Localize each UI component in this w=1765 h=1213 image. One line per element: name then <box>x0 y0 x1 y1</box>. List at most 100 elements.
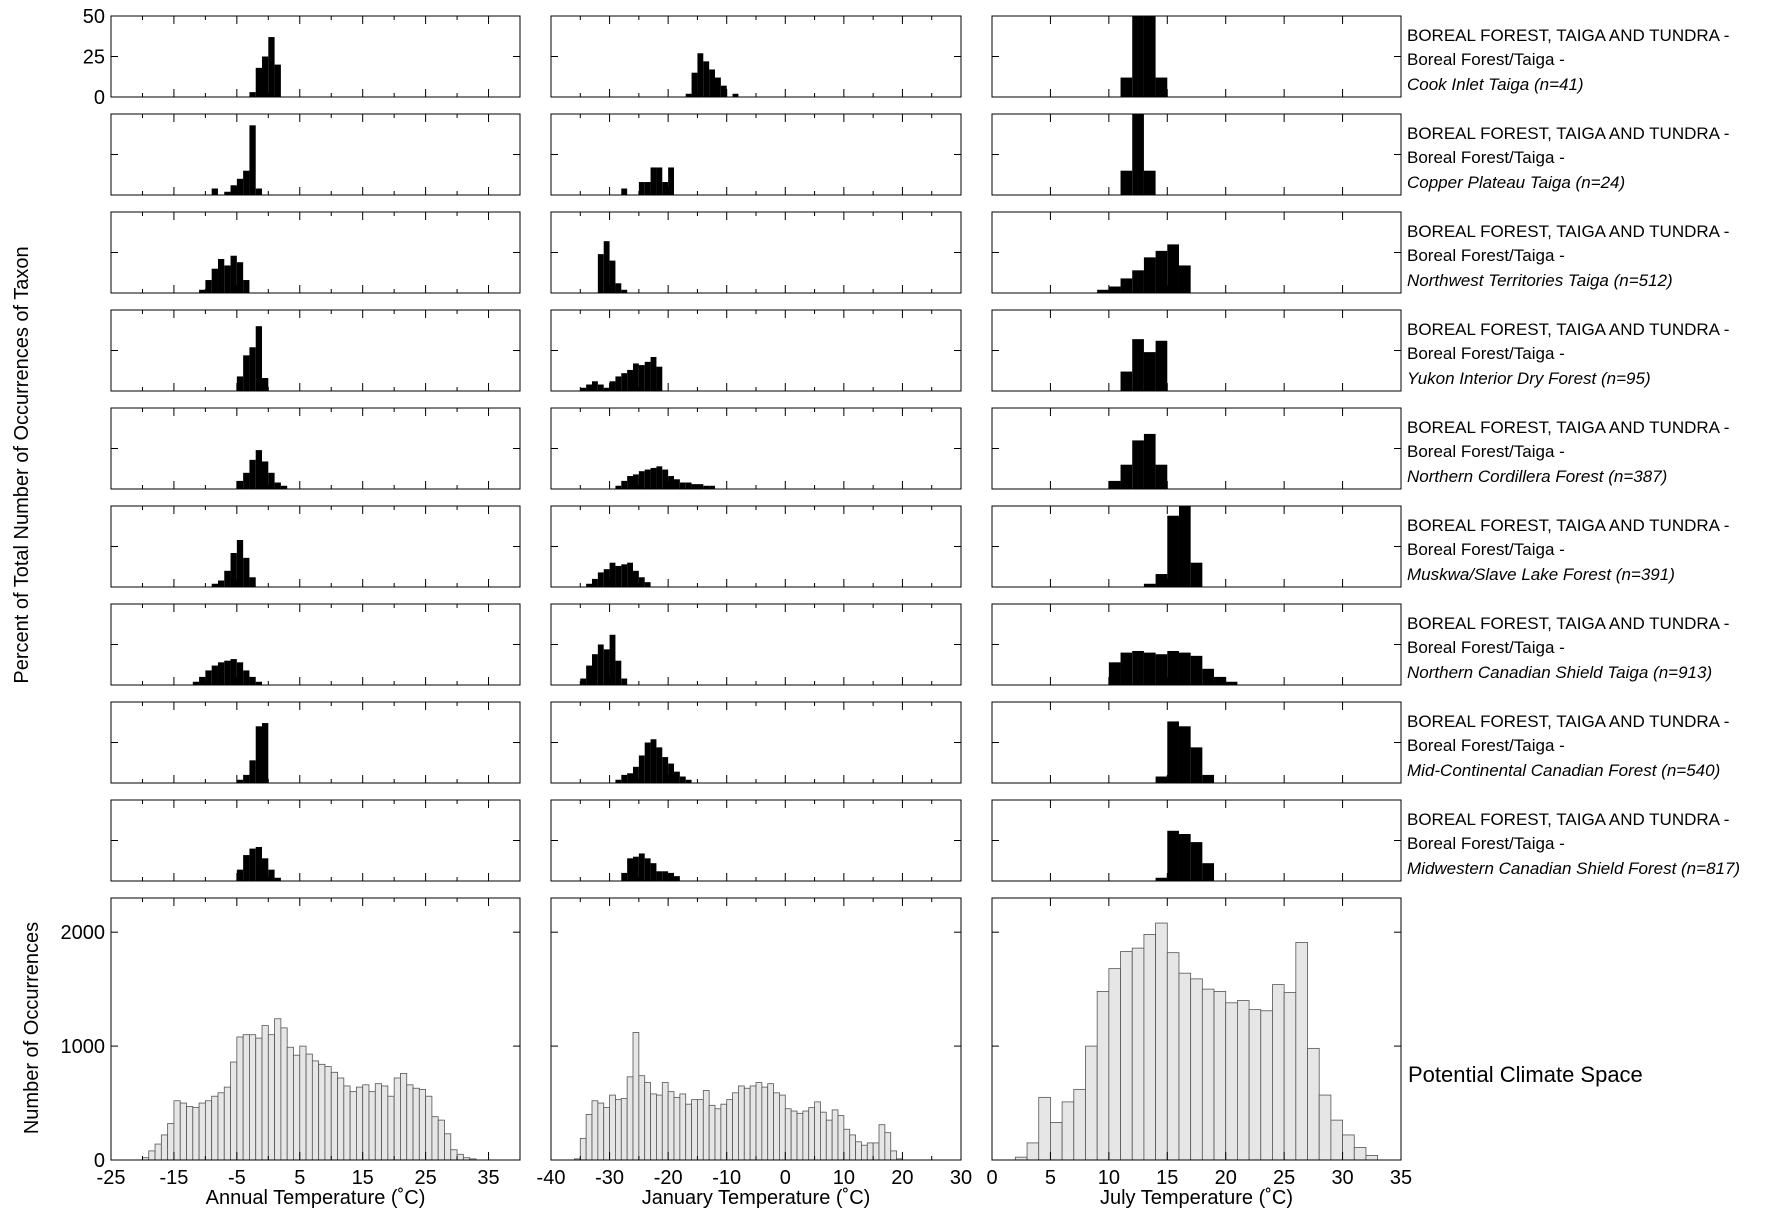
taxon-july-bar <box>1167 650 1179 685</box>
taxon-annual-bar <box>255 846 263 881</box>
climate-annual-ytick-label: 2000 <box>61 922 106 944</box>
taxon-july-frame <box>991 407 1402 490</box>
taxon-annual-bar <box>199 289 206 293</box>
climate-january-bar <box>673 1096 681 1161</box>
climate-july-bar <box>1365 1155 1379 1161</box>
climate-january-xtick-label: 30 <box>950 1167 972 1189</box>
panel-row-4: BOREAL FOREST, TAIGA AND TUNDRA - Boreal … <box>110 309 1729 392</box>
taxon-january-bar <box>615 565 622 587</box>
climate-january-bar <box>726 1099 733 1161</box>
taxon-annual-frame <box>110 701 521 784</box>
taxon-january-bar <box>633 474 639 489</box>
climate-july-xtick-label: 35 <box>1390 1167 1412 1189</box>
climate-july-xtick-label: 10 <box>1098 1167 1120 1189</box>
panel-subtype-label: Boreal Forest/Taiga - <box>1407 50 1565 69</box>
climate-annual-bar <box>299 1045 307 1161</box>
taxon-january-bar <box>638 365 645 391</box>
panel-subtype-label: Boreal Forest/Taiga - <box>1407 540 1565 559</box>
climate-july-bar <box>1096 991 1110 1161</box>
taxon-january-bar <box>638 853 645 881</box>
taxon-annual-bar <box>217 258 225 293</box>
climate-january-bar <box>825 1119 833 1161</box>
climate-annual-xtick-label: 25 <box>414 1167 436 1189</box>
taxon-annual-ytick-label: 25 <box>83 47 105 69</box>
taxon-annual-bar <box>268 37 275 97</box>
taxon-january-bar <box>668 872 674 881</box>
taxon-annual-frame <box>110 603 521 686</box>
climate-july-bar <box>1225 1002 1238 1161</box>
panel-biome-label: BOREAL FOREST, TAIGA AND TUNDRA - <box>1407 320 1729 339</box>
taxon-january-bar <box>615 485 622 489</box>
taxon-january-bar <box>592 381 598 391</box>
taxon-january-bar <box>621 289 628 293</box>
climate-annual-bar <box>456 1153 464 1161</box>
taxon-annual-bar <box>268 472 275 489</box>
climate-annual-bar <box>186 1106 194 1161</box>
climate-january-bar <box>661 1082 669 1161</box>
taxon-january-bar <box>580 387 587 391</box>
climate-july-xtick-label: 15 <box>1156 1167 1178 1189</box>
taxon-annual-bar <box>255 326 263 391</box>
taxon-annual-bar <box>236 662 244 685</box>
panel-row-2: BOREAL FOREST, TAIGA AND TUNDRA - Boreal … <box>110 113 1729 196</box>
climate-january-bar <box>796 1112 804 1161</box>
climate-january-bar <box>697 1099 704 1161</box>
panel-row-3: BOREAL FOREST, TAIGA AND TUNDRA - Boreal … <box>110 211 1729 294</box>
taxon-january-bar <box>580 678 587 685</box>
taxon-annual-bar <box>255 450 263 489</box>
taxon-january-bar <box>685 482 692 489</box>
climate-annual-bar <box>418 1088 427 1161</box>
taxon-annual-bar <box>199 676 206 685</box>
taxon-january-bar <box>621 872 628 881</box>
taxon-january-bar <box>656 747 663 783</box>
climate-july-bar <box>1295 942 1308 1161</box>
panel-biome-label: BOREAL FOREST, TAIGA AND TUNDRA - <box>1407 222 1729 241</box>
taxon-july-bar <box>1214 676 1226 685</box>
taxon-july-frame <box>991 113 1402 196</box>
climate-annual-bar <box>261 1025 269 1161</box>
panel-subtype-label: Boreal Forest/Taiga - <box>1407 148 1565 167</box>
panel-row-9: BOREAL FOREST, TAIGA AND TUNDRA - Boreal … <box>110 799 1740 882</box>
climate-january-bar <box>632 1032 640 1161</box>
taxon-july-bar <box>1202 863 1215 881</box>
taxon-annual-bar <box>236 869 244 881</box>
taxon-annual-frame <box>110 309 521 392</box>
taxon-january-bar <box>679 482 686 489</box>
taxon-january-bar <box>668 167 674 195</box>
taxon-annual-bar <box>236 540 244 587</box>
taxon-january-bar <box>592 654 598 685</box>
climate-january-bar <box>685 1103 692 1161</box>
climate-july-bar <box>1120 951 1133 1161</box>
taxon-july-bar <box>1178 265 1191 293</box>
climate-january-bar <box>767 1083 774 1161</box>
taxon-annual-frame <box>110 505 521 588</box>
taxon-january-bar <box>679 776 686 783</box>
x-axis-title-annual: Annual Temperature (˚C) <box>206 1187 426 1209</box>
climate-annual-bar <box>236 1036 244 1161</box>
panel-region-label: Cook Inlet Taiga (n=41) <box>1407 75 1584 94</box>
climate-annual-bar <box>337 1077 345 1161</box>
taxon-january-bar <box>597 384 604 391</box>
taxon-january-bar <box>638 755 645 783</box>
taxon-annual-bar <box>255 726 263 783</box>
climate-january-bar <box>585 1114 593 1161</box>
x-axis-title-january: January Temperature (˚C) <box>642 1187 871 1209</box>
climate-january-bar <box>609 1094 616 1161</box>
climate-july-bar <box>1026 1142 1040 1161</box>
climate-january-bar <box>755 1082 763 1161</box>
taxon-january-bar <box>668 763 674 783</box>
taxon-january-bar <box>638 471 645 489</box>
climate-january-bar <box>779 1094 786 1161</box>
taxon-july-bar <box>1178 652 1191 685</box>
climate-july-bar <box>1038 1096 1051 1161</box>
climate-july-bar <box>1050 1122 1063 1161</box>
taxon-july-frame <box>991 309 1402 392</box>
taxon-annual-bar <box>236 480 244 489</box>
taxon-july-bar <box>1143 16 1156 97</box>
climate-july-bar <box>1201 988 1215 1161</box>
taxon-july-bar <box>1167 830 1179 881</box>
taxon-january-bar <box>592 578 598 587</box>
climate-july-bar <box>1143 934 1157 1161</box>
taxon-annual-bar <box>243 670 250 685</box>
